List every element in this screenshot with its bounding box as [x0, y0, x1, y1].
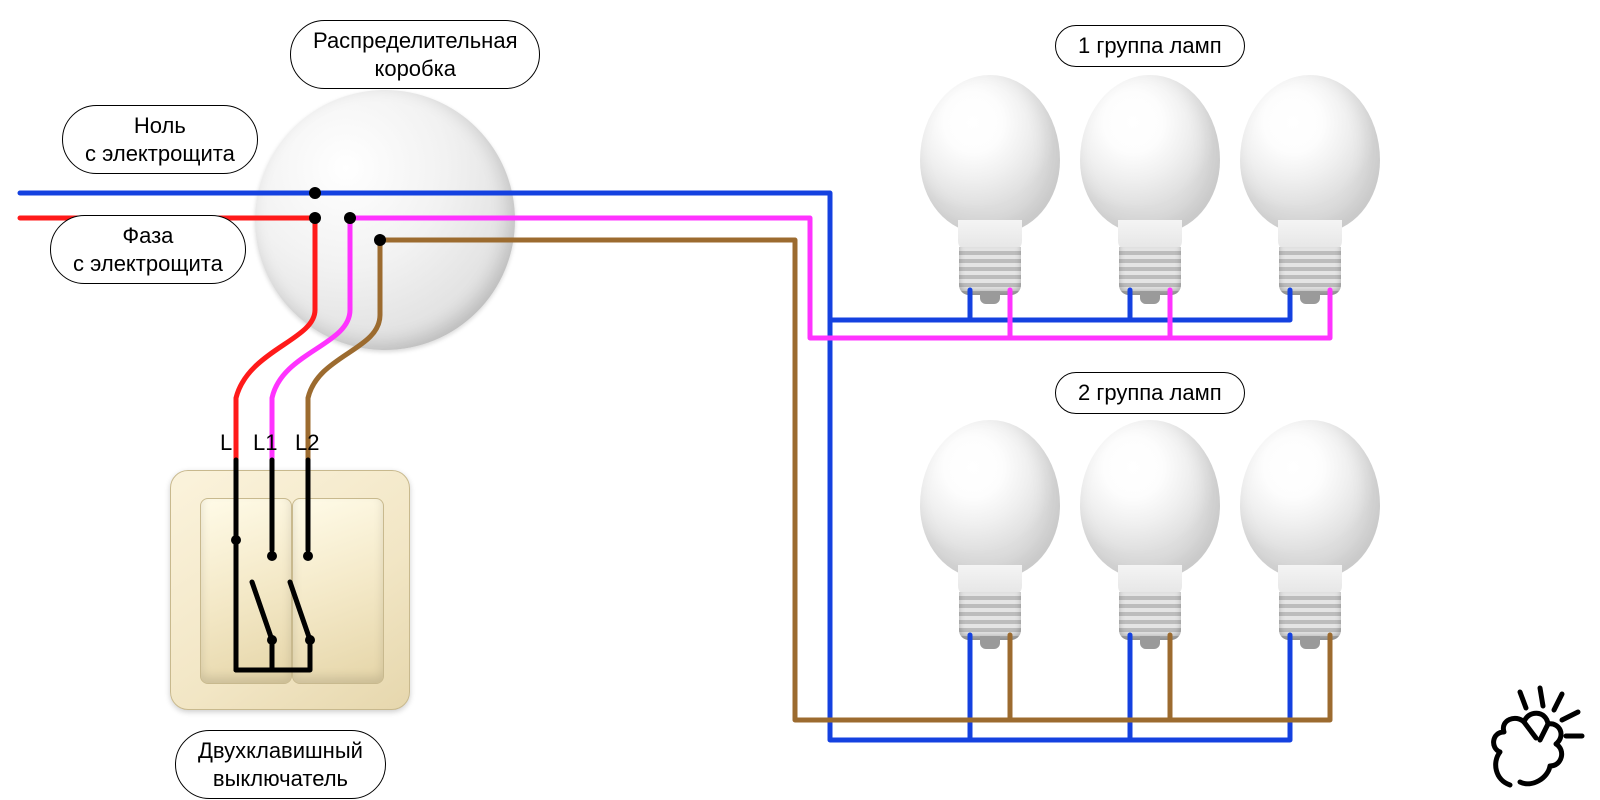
wire-l1-down	[272, 218, 350, 460]
switch-terminal-nodes	[231, 535, 315, 645]
wire-node	[309, 187, 321, 199]
wire-phase-to-L	[236, 218, 315, 460]
wire-node	[374, 234, 386, 246]
wire-node	[344, 212, 356, 224]
switch-node	[303, 551, 313, 561]
switch-node	[267, 635, 277, 645]
label-switch: Двухклавишный выключатель	[175, 730, 386, 799]
switch-node	[231, 535, 241, 545]
terminal-L2: L2	[295, 430, 319, 456]
wire-neutral-group1	[315, 193, 1290, 320]
wire-node	[309, 212, 321, 224]
terminal-L1: L1	[253, 430, 277, 456]
label-group2: 2 группа ламп	[1055, 372, 1245, 414]
wire-l2-group2	[380, 240, 1330, 720]
terminal-L: L	[220, 430, 232, 456]
label-junction-box: Распределительная коробка	[290, 20, 540, 89]
switch-node	[267, 551, 277, 561]
label-neutral-panel: Ноль с электрощита	[62, 105, 258, 174]
label-group1: 1 группа ламп	[1055, 25, 1245, 67]
label-phase-panel: Фаза с электрощита	[50, 215, 246, 284]
switch-node	[305, 635, 315, 645]
snap-hand-icon	[1470, 680, 1580, 790]
